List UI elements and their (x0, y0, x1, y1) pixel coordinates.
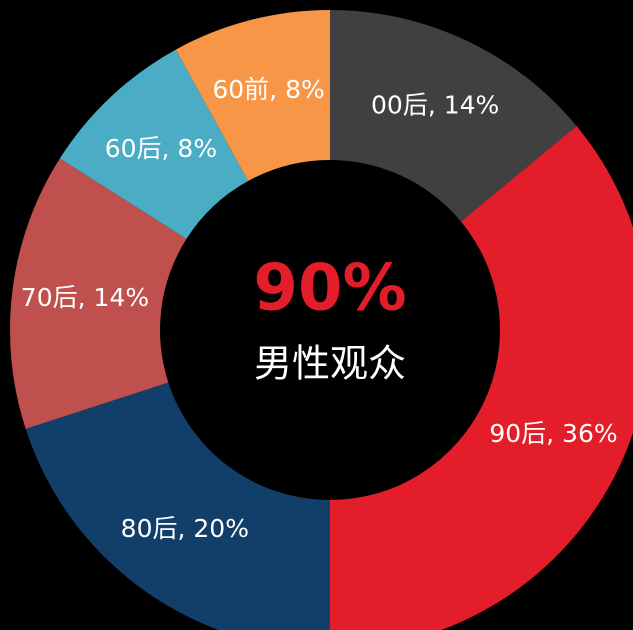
labels: 00后, 14% 90后, 36% 80后, 20% 70后, 14% 60后, 8% 6… (21, 75, 618, 543)
slice (175, 10, 330, 182)
slice (59, 49, 249, 239)
slice-label: 60后, 8% (105, 134, 217, 163)
slice-label: 70后, 14% (21, 283, 149, 312)
slice (330, 10, 577, 222)
slice (330, 126, 633, 630)
center-title: 90% (253, 252, 406, 326)
slice-label: 00后, 14% (371, 91, 499, 120)
center-subtitle: 男性观众 (254, 342, 406, 386)
slice (10, 158, 187, 429)
slice (25, 382, 330, 630)
slice-label: 90后, 36% (489, 419, 617, 448)
slice-label: 80后, 20% (121, 514, 249, 543)
slices (10, 10, 633, 630)
slice-label: 60前, 8% (212, 75, 324, 104)
